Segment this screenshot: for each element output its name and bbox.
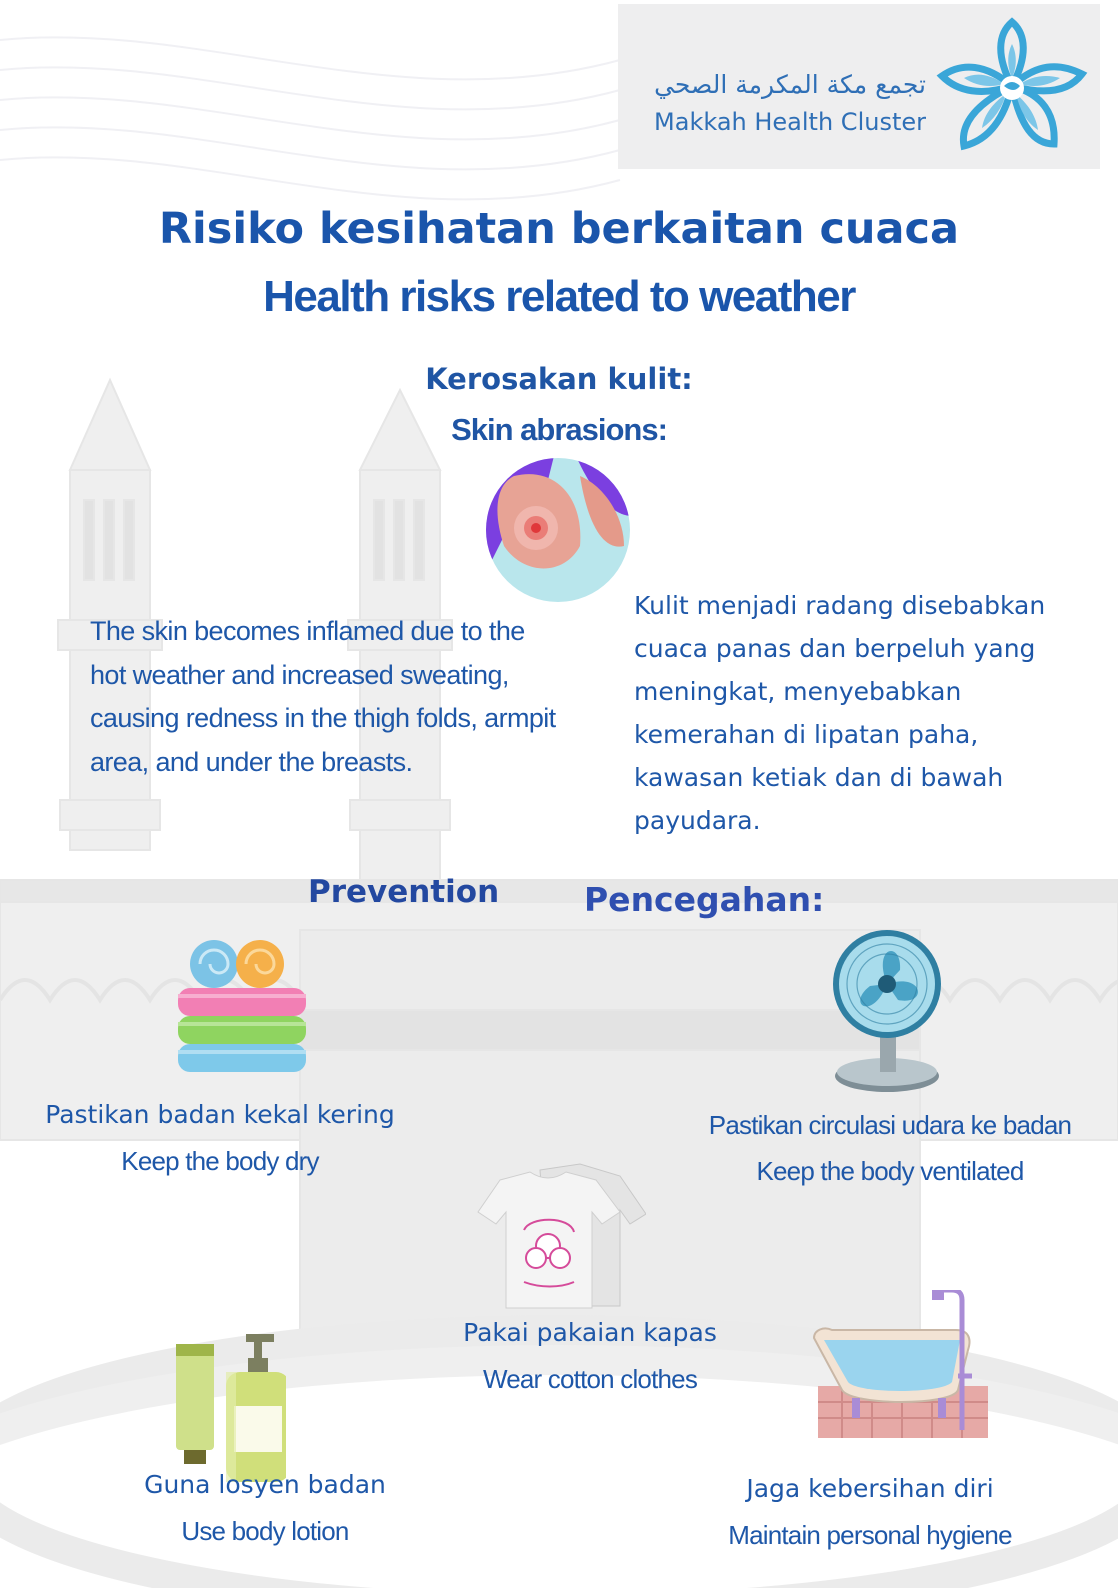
cotton-shirt-icon: [477, 1163, 646, 1309]
makkah-health-cluster-logo-icon: [936, 17, 1088, 151]
tip-cotton-malay: Pakai pakaian kapas: [463, 1318, 717, 1347]
towels-icon: [178, 940, 306, 1072]
tip-dry-malay: Pastikan badan kekal kering: [45, 1100, 395, 1129]
lotion-bottle-icon: [176, 1334, 286, 1482]
fan-icon: [833, 930, 941, 1092]
section-heading-english: Skin abrasions:: [451, 412, 668, 447]
description-malay: Kulit menjadi radang disebabkan cuaca pa…: [634, 591, 1046, 835]
tip-ventilate-english: Keep the body ventilated: [756, 1156, 1024, 1186]
prevention-heading-english: Prevention: [308, 874, 500, 910]
tip-hygiene-english: Maintain personal hygiene: [728, 1520, 1012, 1550]
skin-inflammation-icon: [486, 458, 630, 602]
page-title-english: Health risks related to weather: [263, 272, 856, 321]
tip-dry-english: Keep the body dry: [121, 1146, 319, 1176]
page-title-malay: Risiko kesihatan berkaitan cuaca: [158, 204, 960, 254]
tip-lotion-malay: Guna losyen badan: [144, 1470, 386, 1499]
logo-card: تجمع مكة المكرمة الصحي Makkah Health Clu…: [618, 4, 1100, 169]
section-heading-malay: Kerosakan kulit:: [425, 362, 693, 396]
tip-lotion-english: Use body lotion: [181, 1516, 349, 1546]
tip-hygiene-malay: Jaga kebersihan diri: [746, 1474, 994, 1503]
description-english: The skin becomes inflamed due to the hot…: [90, 616, 556, 777]
tip-cotton-english: Wear cotton clothes: [482, 1364, 698, 1394]
org-name-arabic: تجمع مكة المكرمة الصحي: [654, 70, 926, 99]
prevention-heading-malay: Pencegahan:: [584, 880, 825, 919]
bathtub-icon: [812, 1290, 988, 1438]
tip-ventilate-malay: Pastikan circulasi udara ke badan: [708, 1110, 1072, 1140]
org-name-english: Makkah Health Cluster: [654, 108, 926, 136]
